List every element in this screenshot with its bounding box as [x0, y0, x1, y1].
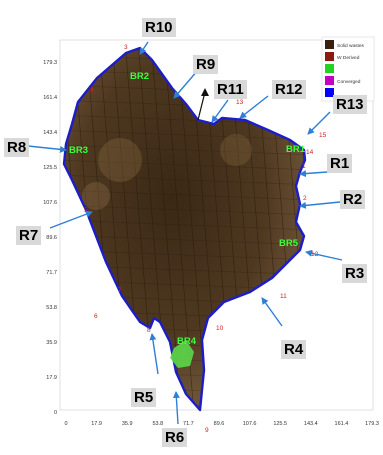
zone-br4: BR4: [177, 336, 197, 347]
arrow-r4: [261, 297, 283, 327]
legend-swatch-3: [325, 64, 334, 73]
y-tick-label: 35.9: [46, 340, 57, 346]
x-axis-ticks: 0 17.9 35.9 53.8 71.7 89.6 107.6 125.5 143.4 161.…: [64, 421, 378, 427]
x-tick-label: 17.9: [91, 421, 102, 427]
point-13: 13: [236, 99, 244, 106]
point-7: 7: [118, 287, 122, 294]
zone-br2: BR2: [130, 71, 149, 82]
point-9: 9: [205, 427, 209, 434]
x-tick-label: 0: [64, 421, 67, 427]
zone-br3: BR3: [69, 145, 88, 156]
zone-br1: BR1: [286, 144, 306, 155]
arrow-r3: [305, 249, 343, 261]
y-tick-label: 71.7: [46, 270, 57, 276]
point-8: 8: [147, 327, 151, 334]
legend-label-4: Converged: [337, 79, 361, 85]
point-14: 14: [306, 149, 314, 156]
arrow-r8: [27, 145, 67, 153]
arrow-r12: [239, 95, 269, 119]
arrow-r5: [149, 333, 159, 375]
y-tick-label: 17.9: [46, 375, 57, 381]
point-3: 3: [124, 44, 128, 51]
green-patch: [170, 340, 194, 368]
point-4: 4: [90, 87, 94, 94]
point-1: 1: [302, 163, 306, 170]
y-tick-label: 161.4: [43, 95, 57, 101]
legend-swatch-5: [325, 88, 334, 97]
point-6: 6: [94, 313, 98, 320]
y-tick-label: 53.8: [46, 305, 57, 311]
arrow-r13: [307, 111, 331, 135]
point-11: 11: [280, 293, 287, 300]
legend-label-2: W Derived: [337, 55, 360, 61]
callout-r10: R10: [142, 18, 176, 37]
y-tick-label: 0: [54, 410, 57, 416]
zone-br5: BR5: [279, 238, 299, 249]
point-2: 2: [303, 195, 307, 202]
x-tick-label: 125.5: [273, 421, 287, 427]
legend-swatch-4: [325, 76, 334, 85]
y-tick-label: 89.6: [46, 235, 57, 241]
callout-r11: R11: [214, 80, 247, 99]
point-15: 15: [319, 132, 327, 139]
callout-r1: R1: [327, 154, 353, 173]
y-axis-ticks: 179.3 161.4 143.4 125.5 107.6 89.6 71.7 53.8 35.…: [43, 60, 57, 416]
x-tick-label: 179.3: [365, 421, 379, 427]
north-arrow-line: [197, 91, 206, 121]
legend-label-1: Solid wastes: [337, 43, 365, 49]
legend-swatch-2: [325, 52, 334, 61]
x-tick-label: 161.4: [335, 421, 349, 427]
point-10: 10: [216, 325, 224, 332]
x-tick-label: 143.4: [304, 421, 318, 427]
north-arrow-head: [201, 88, 209, 96]
x-tick-label: 53.8: [152, 421, 163, 427]
legend: Solid wastes W Derived Converged: [321, 36, 375, 102]
x-tick-label: 107.6: [243, 421, 257, 427]
callout-r8: R8: [4, 138, 30, 157]
arrow-r10: [139, 41, 149, 55]
y-tick-label: 143.4: [43, 130, 57, 136]
arrow-r7: [49, 210, 93, 229]
callout-r13: R13: [333, 95, 367, 114]
point-5: 5: [84, 207, 88, 214]
y-tick-label: 179.3: [43, 60, 57, 66]
callout-r12: R12: [272, 80, 306, 99]
arrow-r1: [299, 170, 328, 178]
arrow-r2: [299, 201, 341, 209]
callout-arrows: [27, 41, 343, 425]
legend-swatch-1: [325, 40, 334, 49]
callout-r9: R9: [193, 55, 219, 74]
y-tick-label: 125.5: [43, 165, 57, 171]
x-tick-label: 89.6: [214, 421, 225, 427]
callout-r6: R6: [162, 428, 188, 447]
site-boundary: [62, 46, 307, 412]
y-tick-label: 107.6: [43, 200, 57, 206]
arrow-r11: [211, 99, 229, 123]
arrow-r9: [173, 69, 199, 99]
x-tick-label: 71.7: [183, 421, 194, 427]
callout-r4: R4: [281, 340, 307, 359]
x-tick-label: 35.9: [122, 421, 133, 427]
callout-r3: R3: [342, 264, 368, 283]
callout-r5: R5: [131, 388, 157, 407]
callout-r2: R2: [340, 190, 366, 209]
arrow-r6: [172, 391, 180, 425]
callout-r7: R7: [16, 226, 42, 245]
